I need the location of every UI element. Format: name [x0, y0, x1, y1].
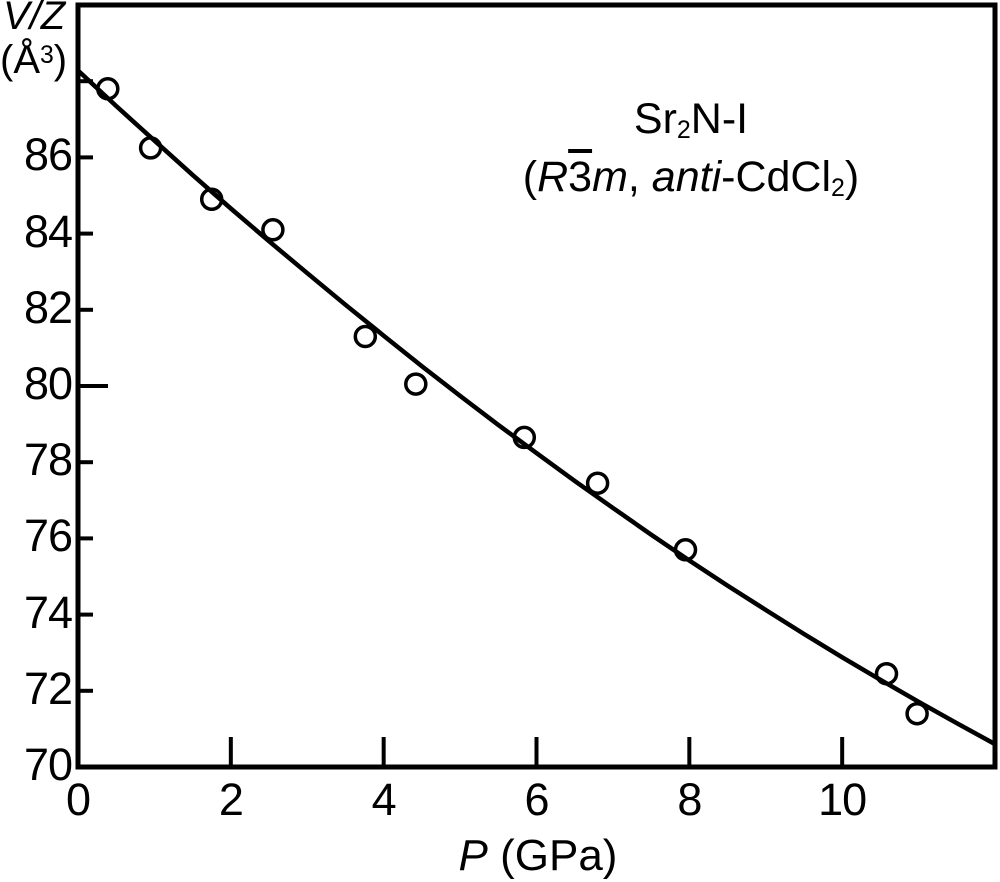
y-tick-label: 78: [23, 434, 73, 486]
y-tick-label: 82: [23, 281, 73, 333]
data-point: [353, 324, 378, 349]
data-point: [673, 538, 698, 562]
structure-type-subscript: 2: [831, 174, 845, 203]
y-tick-label: 76: [23, 510, 73, 562]
data-point: [585, 471, 610, 495]
annotation: Sr2N-I (R3m, anti-CdCl2): [460, 93, 922, 209]
structure-type-prefix: anti: [651, 153, 722, 201]
y-tick-label: 74: [23, 586, 73, 638]
x-tick-label: 8: [677, 774, 702, 825]
data-point: [512, 425, 537, 450]
compound-subscript: 2: [676, 116, 691, 145]
x-tick-label: 10: [818, 774, 867, 825]
y-tick-label: 72: [23, 662, 73, 714]
sg-close-paren: ): [844, 153, 860, 201]
data-point: [905, 701, 929, 726]
sg-open-paren: (: [522, 153, 538, 201]
y-axis-title-line2: (Å3): [0, 38, 67, 88]
data-point: [261, 218, 285, 242]
y-axis-title-line1: V/Z: [0, 0, 67, 38]
data-point: [404, 372, 428, 396]
y-tick-label: 84: [23, 205, 73, 257]
data-point: [138, 136, 163, 160]
x-tick-label: 4: [371, 774, 397, 825]
data-point: [874, 661, 899, 686]
sg-letter-r: R: [537, 153, 569, 201]
y-axis-title: V/Z (Å3): [0, 0, 67, 88]
sg-letter-m: m: [592, 153, 628, 201]
x-tick-label: 2: [218, 774, 244, 825]
y-axis-quantity: V/Z: [3, 0, 66, 38]
compound-symbol: Sr: [633, 95, 677, 143]
y-tick-label: 70: [23, 739, 73, 790]
x-axis-quantity: P: [458, 831, 488, 880]
y-axis-unit-close: ): [53, 38, 68, 82]
x-axis-unit: (GPa): [487, 831, 618, 880]
y-axis-unit-open: (Å: [0, 38, 40, 82]
data-point: [199, 187, 224, 212]
x-tick-label: 0: [65, 774, 91, 825]
fit-curve: [75, 68, 998, 747]
sg-comma: ,: [627, 153, 652, 201]
y-tick-label: 86: [23, 129, 73, 181]
data-point: [96, 77, 120, 101]
compound-name: Sr2N-I: [460, 93, 922, 151]
x-axis-title: P (GPa): [388, 832, 688, 880]
sg-three-bar: 3: [568, 153, 593, 201]
x-tick-label: 6: [524, 774, 549, 825]
y-axis-unit-exponent: 3: [40, 41, 54, 69]
space-group-label: (R3m, anti-CdCl2): [460, 151, 922, 209]
y-tick-label: 80: [23, 358, 73, 409]
structure-type-name: -CdCl: [721, 153, 832, 201]
compound-phase: N-I: [690, 95, 749, 143]
